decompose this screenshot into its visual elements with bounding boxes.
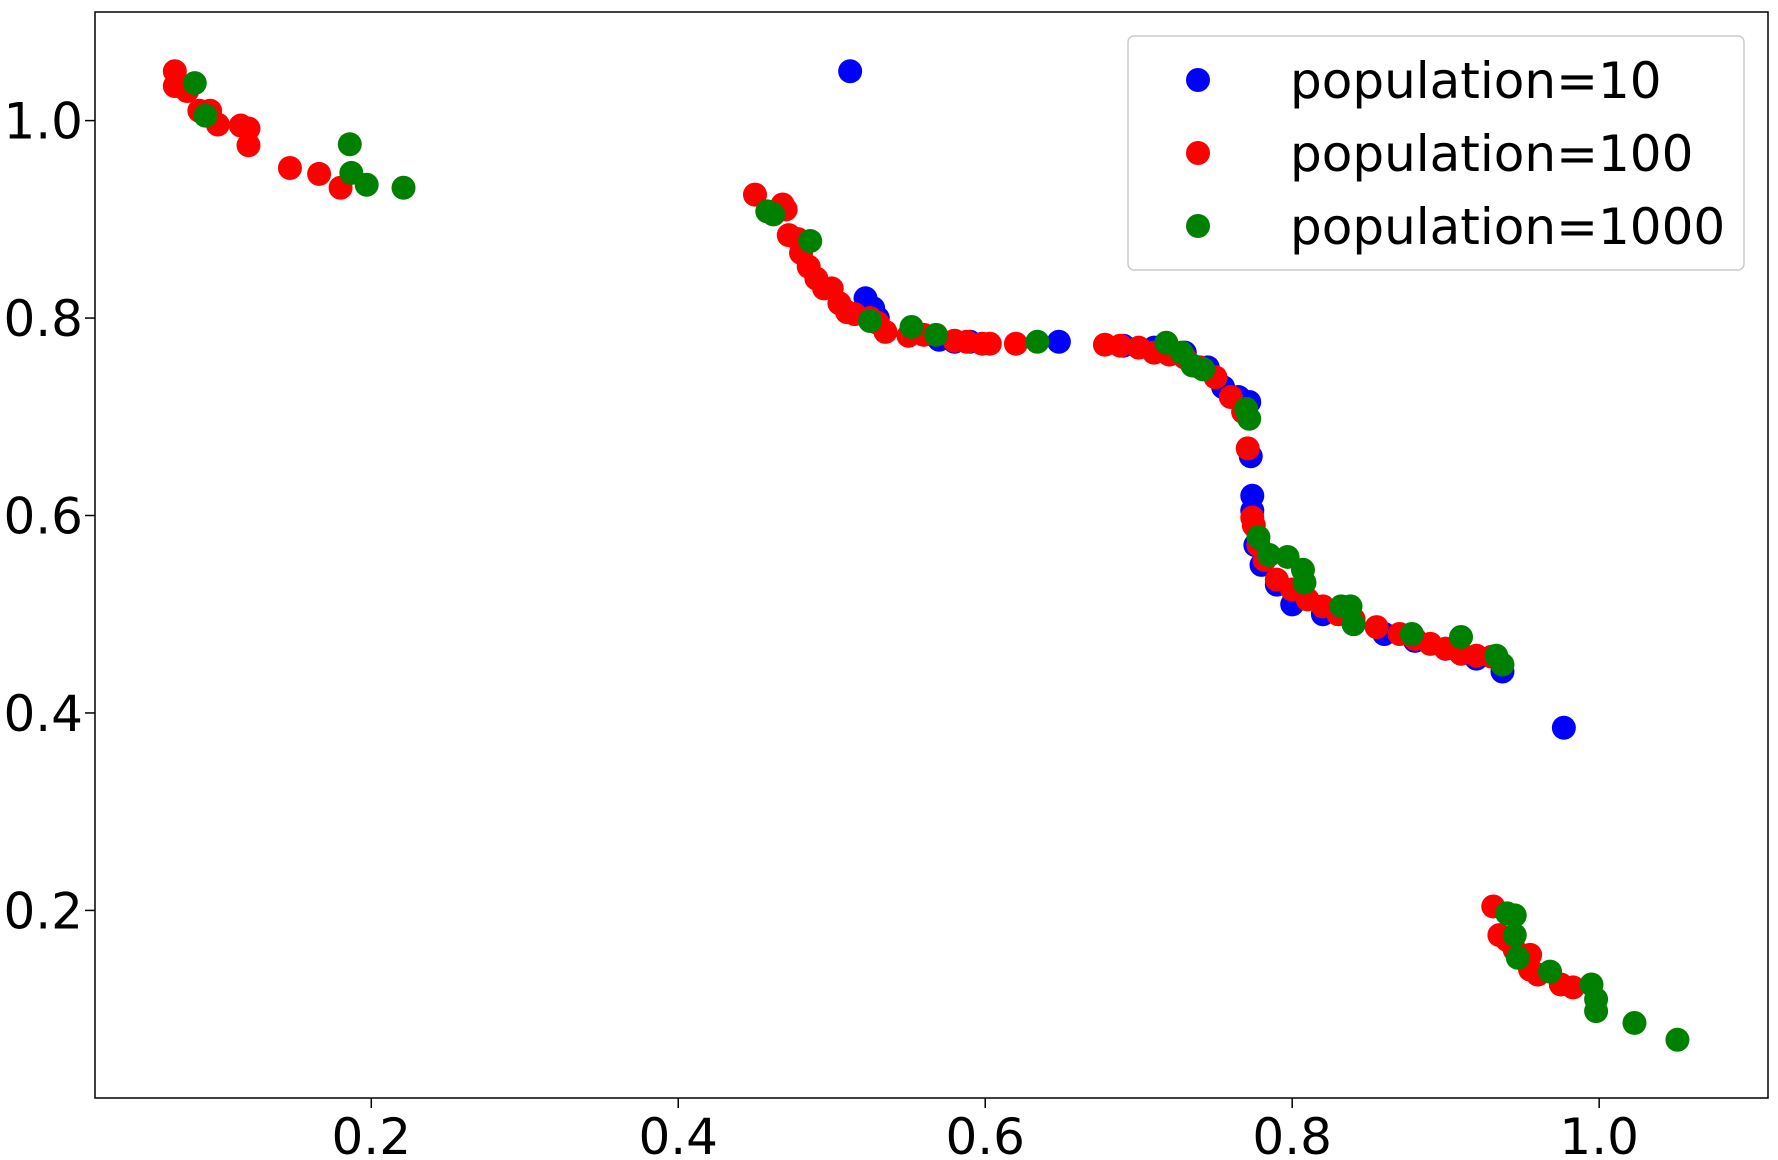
data-point	[761, 202, 786, 227]
data-point	[1449, 624, 1474, 649]
y-tick-label: 1.0	[3, 93, 83, 151]
data-point	[1237, 406, 1262, 431]
data-point	[1341, 612, 1366, 637]
plot-points	[162, 59, 1690, 1052]
data-point	[1622, 1010, 1647, 1035]
data-point	[742, 182, 767, 207]
data-point	[977, 331, 1002, 356]
legend-marker	[1186, 68, 1210, 92]
x-tick-label: 0.2	[332, 1108, 412, 1160]
data-point	[1108, 333, 1133, 358]
data-point	[1025, 329, 1050, 354]
data-point	[1490, 652, 1515, 677]
y-tick-label: 0.4	[3, 685, 83, 743]
data-point	[899, 314, 924, 339]
data-point	[1292, 570, 1317, 595]
data-point	[182, 71, 207, 96]
legend-label: population=10	[1290, 52, 1662, 110]
data-point	[1364, 615, 1389, 640]
x-tick-label: 1.0	[1559, 1108, 1639, 1160]
data-point	[1003, 331, 1028, 356]
x-tick-label: 0.6	[945, 1108, 1025, 1160]
plot-frame	[94, 11, 1769, 1099]
data-point	[236, 133, 261, 158]
data-point	[354, 172, 379, 197]
series-2	[182, 71, 1690, 1052]
data-point	[277, 155, 302, 180]
data-point	[1046, 329, 1071, 354]
data-point	[1235, 436, 1260, 461]
x-tick-label: 0.8	[1252, 1108, 1332, 1160]
data-point	[858, 309, 883, 334]
y-tick-label: 0.8	[3, 290, 83, 348]
data-point	[391, 175, 416, 200]
data-point	[337, 132, 362, 157]
data-point	[1246, 525, 1271, 550]
legend-label: population=100	[1290, 125, 1693, 183]
legend-marker	[1186, 214, 1210, 238]
data-point	[838, 59, 863, 84]
y-tick-label: 0.6	[3, 488, 83, 546]
data-point	[1584, 999, 1609, 1024]
data-point	[1257, 543, 1282, 567]
data-point	[307, 161, 332, 186]
data-point	[1191, 357, 1216, 382]
data-point	[1561, 975, 1586, 1000]
y-axis: 0.2 0.4 0.6 0.8 1.0	[3, 93, 95, 940]
data-point	[798, 229, 823, 254]
data-point	[1338, 594, 1363, 619]
x-tick-label: 0.4	[638, 1108, 718, 1160]
data-point	[1551, 715, 1576, 740]
data-point	[924, 322, 949, 347]
data-point	[1502, 903, 1527, 928]
data-point	[236, 116, 261, 141]
legend-marker	[1186, 141, 1210, 165]
legend-label: population=1000	[1290, 198, 1725, 256]
data-point	[1538, 959, 1563, 984]
y-tick-label: 0.2	[3, 882, 83, 940]
data-point	[1502, 923, 1527, 948]
data-point	[1505, 945, 1530, 970]
data-point	[1665, 1027, 1690, 1052]
legend: population=10 population=100 population=10…	[1127, 35, 1745, 271]
data-point	[193, 103, 218, 128]
x-axis: 0.2 0.4 0.6 0.8 1.0	[332, 1098, 1639, 1160]
legend-box	[1127, 35, 1745, 271]
data-point	[1399, 621, 1424, 646]
